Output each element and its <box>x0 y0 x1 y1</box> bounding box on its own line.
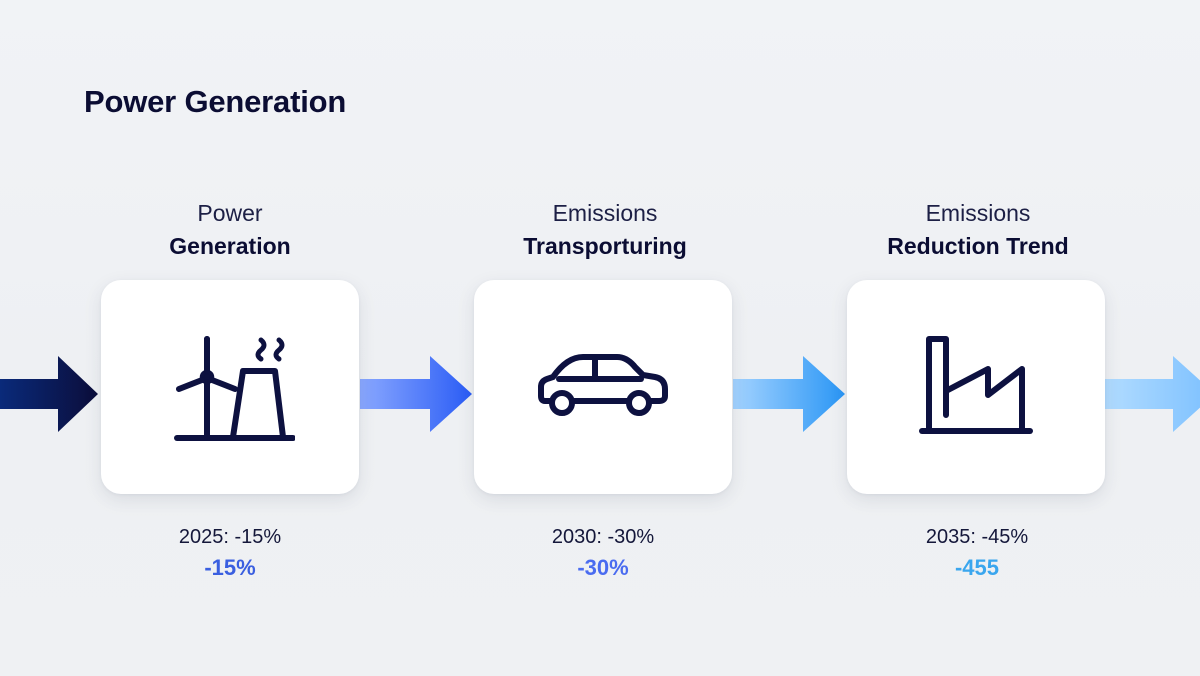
step-1-stats: 2025: -15% -15% <box>100 522 360 584</box>
step-3-heading: Emissions Reduction Trend <box>828 197 1128 263</box>
wind-turbine-and-cooling-tower-icon <box>174 336 295 441</box>
step-2-stats: 2030: -30% -30% <box>473 522 733 584</box>
step-3-stats: 2035: -45% -455 <box>847 522 1107 584</box>
step-2-heading: Emissions Transporturing <box>455 197 755 263</box>
step-1-heading-line2: Generation <box>169 233 291 259</box>
step-1-year-label: 2025: -15% <box>178 526 282 548</box>
factory-icon <box>919 336 1033 434</box>
step-2-heading-line1: Emissions <box>552 200 658 226</box>
step-2-card <box>474 280 732 494</box>
step-2-heading-line2: Transporturing <box>523 233 687 259</box>
arrow-in-icon <box>0 356 100 432</box>
step-3-delta-value: -455 <box>954 555 1000 580</box>
step-3-heading-line1: Emissions <box>925 200 1031 226</box>
step-1-heading: Power Generation <box>80 197 380 263</box>
step-1-card <box>101 280 359 494</box>
arrow-step2-to-step3-icon <box>733 356 847 432</box>
step-3-year-label: 2035: -45% <box>925 526 1029 548</box>
page-title: Power Generation <box>84 84 347 119</box>
arrow-step1-to-step2-icon <box>360 356 474 432</box>
step-3-heading-line2: Reduction Trend <box>887 233 1069 259</box>
arrow-out-icon <box>1105 356 1200 432</box>
step-2-delta-value: -30% <box>577 555 629 580</box>
step-2-year-label: 2030: -30% <box>551 526 655 548</box>
step-1-delta-value: -15% <box>204 555 256 580</box>
car-icon <box>538 354 668 416</box>
step-3-card <box>847 280 1105 494</box>
step-1-heading-line1: Power <box>197 200 263 226</box>
